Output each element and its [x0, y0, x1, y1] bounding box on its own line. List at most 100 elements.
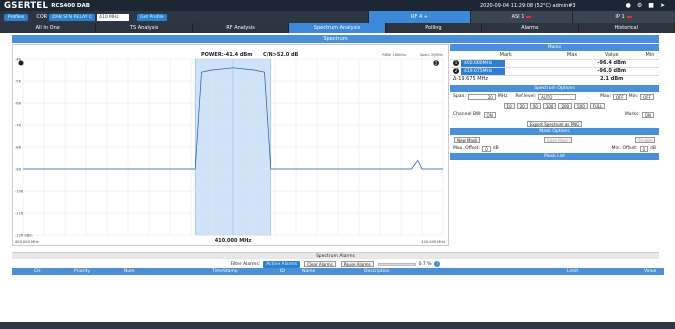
marker-1-point — [18, 60, 24, 66]
span-input[interactable]: 20 — [467, 93, 496, 100]
mask-options-header: Mask Options — [450, 128, 659, 135]
get-profile-button[interactable]: Get Profile — [137, 13, 167, 21]
min-select[interactable]: OFF — [640, 93, 654, 100]
min-offset-unit: dB — [650, 146, 656, 151]
channel-bw-label: Channel BW: — [453, 112, 482, 117]
alarm-progress — [377, 262, 416, 266]
new-mask-button[interactable]: New Mask — [454, 136, 481, 143]
table-row: 2 419.675MHz -96.0 dBm — [450, 66, 659, 75]
spectrum-chart[interactable]: POWER:-41.4 dBm C/N>52.0 dB RBW: 180KHz … — [12, 44, 449, 246]
col-name: Name — [302, 269, 316, 274]
col-priority: Priority — [74, 269, 91, 274]
y-tick-label: -116 — [15, 212, 24, 216]
y-tick-label: -76 — [15, 124, 22, 128]
mask-list-header: Mask List — [450, 153, 659, 160]
delta-value: 2.1 dBm — [582, 74, 641, 83]
spectrum-alarms-header: Spectrum Alarms — [12, 252, 659, 259]
cor-select[interactable]: DAB SFN RELAY C — [49, 13, 96, 21]
y-tick-label: -126 dBm — [15, 234, 33, 238]
col-min: Min — [645, 51, 655, 58]
clear-alarms-button[interactable]: Clear Alarms — [304, 261, 336, 267]
enable-mask-button[interactable]: Enable — [635, 136, 655, 143]
rbw-readout: RBW: 180KHz — [382, 53, 406, 57]
min-offset-label: Min. Offset: — [611, 146, 638, 151]
nav-all-in-one[interactable]: All In One — [0, 23, 97, 33]
logout-icon[interactable]: ➤ — [659, 2, 665, 9]
span-full-button[interactable]: FULL — [589, 102, 606, 109]
user-icon[interactable]: ● — [625, 2, 631, 9]
y-tick-label: -96 — [15, 168, 22, 172]
tab-rf[interactable]: RF 4 + — [368, 11, 470, 23]
spectrum-plot: -46 -56 -66 -76 -86 -96 -106 -116 -126 dBm 2 400.0… — [15, 58, 445, 245]
span-20-button[interactable]: 20 — [516, 102, 528, 109]
y-tick-label: -66 — [15, 102, 22, 106]
table-row: 1 400.000MHz -96.4 dBm — [450, 58, 659, 67]
nav-ts-analysis[interactable]: TS Analysis — [96, 23, 193, 33]
save-mask-button[interactable]: Save Mask — [544, 136, 572, 143]
main-nav: All In One TS Analysis RF Analysis Spect… — [0, 23, 675, 33]
cn-readout: C/N>52.0 dB — [263, 52, 299, 58]
top-bar: GSERTEL RCS400 DAB 2020-09-04 11:29:08 (… — [0, 0, 675, 11]
alarm-percent: 0.7 % — [418, 261, 432, 267]
alarm-indicator — [526, 15, 532, 18]
max-select[interactable]: OFF — [612, 93, 627, 100]
tab-ip[interactable]: IP 1 — [572, 11, 674, 23]
lock-icon[interactable]: ■ — [648, 2, 654, 9]
footer-bar — [0, 322, 675, 329]
nav-rf-analysis[interactable]: RF Analysis — [193, 23, 290, 33]
model-name: RCS400 DAB — [51, 2, 90, 9]
nav-spectrum-analysis[interactable]: Spectrum Analysis — [289, 23, 386, 33]
nav-historical[interactable]: Historical — [579, 23, 675, 33]
marker-2-freq[interactable]: 419.675MHz — [461, 67, 505, 75]
alarm-filter-row: Filter Alarms: Active Alarms Clear Alarm… — [12, 260, 659, 268]
spectrum-header: Spectrum — [12, 35, 659, 43]
alarm-indicator — [626, 15, 632, 18]
col-value: Value — [644, 269, 657, 274]
power-readout: POWER:-41.4 dBm — [201, 52, 253, 58]
marks-table: Mark Max Value Min 1 400.000MHz -96.4 dBm… — [450, 51, 659, 83]
pause-alarms-button[interactable]: Pause Alarms — [340, 261, 374, 267]
col-timestamp: TimeStamp — [212, 269, 238, 274]
rf-tabs: RF 4 + ASI 1 IP 1 — [368, 11, 674, 23]
max-label: Max: — [600, 94, 611, 99]
min-offset-select[interactable]: 0 — [639, 145, 649, 152]
marker-1-freq[interactable]: 400.000MHz — [461, 59, 505, 67]
span-50-button[interactable]: 50 — [529, 102, 541, 109]
spectrum-options-header: Spectrum Options — [450, 85, 659, 92]
col-ch: CH — [34, 269, 41, 274]
marker-2-label: 2 — [435, 60, 438, 65]
marker-1-value: -96.4 dBm — [582, 58, 641, 67]
control-bar: Profiles COR DAB SFN RELAY C 410 MHz Get… — [0, 11, 675, 23]
profiles-toggle[interactable]: Profiles — [4, 13, 29, 21]
col-limit: Limit — [567, 269, 579, 274]
max-offset-select[interactable]: 0 — [482, 145, 491, 152]
gear-icon[interactable]: ⚙ — [636, 2, 643, 9]
brand-logo: GSERTEL — [4, 0, 49, 11]
status-text: 2020-09-04 11:29:08 (52°C) admin#3 — [480, 2, 576, 9]
marks-toggle-select[interactable]: ON — [641, 111, 654, 118]
right-panel: Marks Mark Max Value Min 1 400.000MHz -96… — [450, 44, 659, 249]
span-100-button[interactable]: 100 — [542, 102, 557, 109]
marker-1-icon: 1 — [453, 60, 459, 66]
filter-select[interactable]: Active Alarms — [263, 260, 301, 268]
nav-alarms[interactable]: Alarms — [482, 23, 579, 33]
frequency-input[interactable]: 410 MHz — [97, 13, 130, 21]
reflevel-select[interactable]: AUTO — [538, 93, 577, 100]
col-description: Description — [364, 269, 390, 274]
nav-polling[interactable]: Polling — [386, 23, 483, 33]
info-icon[interactable]: i — [434, 261, 441, 267]
table-row: Δ-19.675 MHz 2.1 dBm — [450, 74, 659, 83]
y-tick-label: -86 — [15, 146, 22, 150]
channel-bw-select[interactable]: ON — [483, 111, 496, 118]
span-200-button[interactable]: 200 — [558, 102, 573, 109]
span-500-button[interactable]: 500 — [574, 102, 588, 109]
span-unit: MHz — [497, 94, 508, 99]
marks-toggle-label: Marks: — [624, 112, 640, 117]
marker-2-icon: 2 — [453, 68, 459, 74]
export-png-button[interactable]: Export Spectrum as PNG — [526, 120, 583, 127]
col-id: ID — [280, 269, 285, 274]
tab-asi[interactable]: ASI 1 — [470, 11, 572, 23]
top-icons: ● ⚙ ■ ➤ — [626, 2, 665, 9]
col-max: Max — [566, 51, 578, 58]
span-10-button[interactable]: 10 — [503, 102, 515, 109]
